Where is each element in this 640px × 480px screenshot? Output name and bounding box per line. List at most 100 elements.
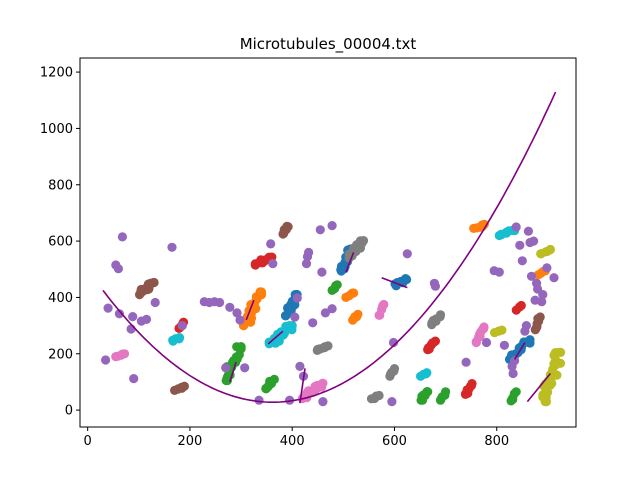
data-point [374,390,384,401]
chart-title: Microtubules_00004.txt [240,35,417,54]
data-point [225,302,235,312]
data-point [292,293,302,303]
data-point [516,300,526,311]
data-point [523,226,534,236]
data-point [269,374,279,384]
data-point [537,297,547,307]
data-point [435,310,446,320]
data-point [301,259,312,269]
data-point [511,222,521,232]
data-point [320,308,330,318]
x-axis: 0 200 400 600 800 [84,427,509,449]
data-point [128,312,138,322]
fit-lines [102,91,557,404]
data-point [215,297,225,308]
data-point [349,288,359,298]
data-point [545,244,556,255]
data-point [529,236,539,246]
data-point [525,338,535,348]
x-tick-label: 800 [484,434,509,449]
data-point [423,387,433,397]
data-point [285,395,295,405]
data-point [441,387,451,397]
data-point [511,387,521,397]
data-point [236,342,246,352]
data-point [515,240,525,250]
data-point [555,358,566,368]
data-point [508,368,518,379]
data-point [422,368,432,378]
data-point [268,259,278,269]
y-tick-label: 0 [65,404,73,419]
y-tick-label: 200 [48,347,73,362]
data-point [103,303,113,313]
data-point [318,378,328,388]
data-point [327,304,337,314]
data-point [235,315,245,325]
data-point [327,221,337,231]
data-point [494,267,504,277]
x-tick-label: 200 [178,434,203,449]
data-point [295,361,305,371]
data-point [499,340,509,350]
data-point [287,321,297,331]
data-point [497,325,507,335]
y-tick-label: 400 [48,291,73,306]
data-point [308,318,318,328]
fit-segment [381,276,408,289]
data-point [402,249,412,259]
data-point [552,370,562,380]
data-point [535,312,545,322]
data-point [517,256,527,266]
fit-segment [267,330,284,345]
data-point [117,232,127,242]
data-point [467,379,477,389]
fit-segment [513,342,526,360]
data-point [323,341,333,351]
plot-frame [79,57,577,428]
data-point [167,242,177,252]
fit-segment [229,361,237,383]
data-point [526,271,537,281]
y-tick-label: 1200 [40,66,73,81]
data-point [174,333,185,343]
data-point [179,381,189,391]
data-point [177,321,187,331]
data-point [538,290,548,300]
data-point [509,356,520,366]
data-point [549,273,559,283]
data-point [430,336,440,346]
y-tick-label: 600 [48,235,73,250]
y-tick-label: 1000 [40,122,73,137]
x-tick-label: 600 [382,434,407,449]
data-point [387,397,397,407]
data-point [317,267,327,277]
data-point [136,316,146,326]
data-point [304,247,314,257]
data-point [318,397,328,407]
fit-segment [345,252,355,273]
data-point [479,322,489,332]
data-point [332,280,342,290]
data-point [150,297,160,308]
data-point [554,347,564,357]
y-axis: 0 200 400 600 800 1000 1200 [40,66,80,419]
fit-segment [245,299,255,321]
data-point [240,363,250,373]
data-point [119,349,130,359]
data-point [114,309,124,319]
data-point [256,287,267,297]
data-point [254,395,264,405]
data-point [481,337,492,348]
data-point [389,364,400,374]
data-point [388,337,399,348]
data-point [315,225,325,235]
data-point [547,378,557,388]
fit-curve [102,91,557,403]
data-point [542,263,552,273]
data-point [353,309,363,319]
data-point [232,354,242,364]
data-point [479,219,489,229]
